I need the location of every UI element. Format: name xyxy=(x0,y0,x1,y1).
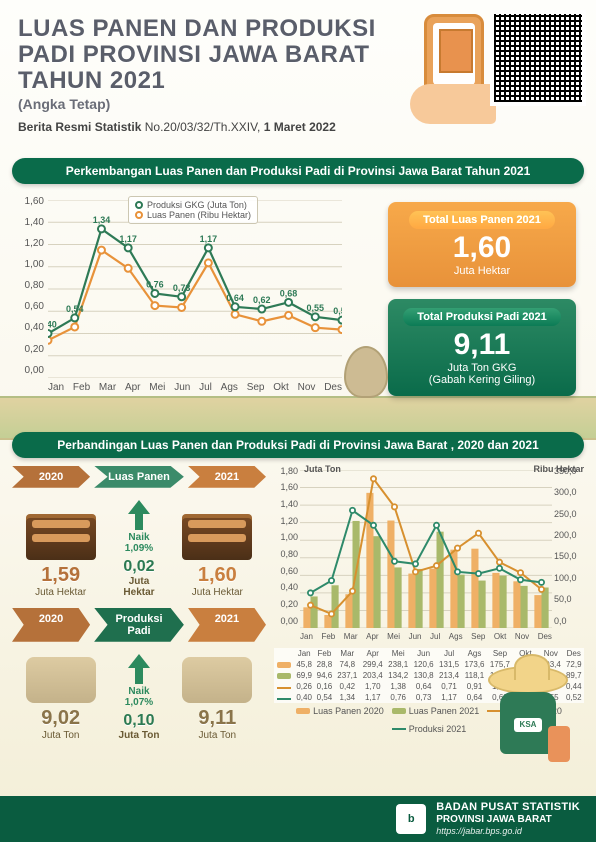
svg-text:0,40: 0,40 xyxy=(48,319,57,329)
wood-pile-icon xyxy=(182,514,252,560)
svg-text:0,54: 0,54 xyxy=(66,304,84,314)
card-total-produksi: Total Produksi Padi 2021 9,11 Juta Ton G… xyxy=(388,299,576,396)
up-arrow-icon: Naik 1,07% 0,10 Juta Ton xyxy=(114,654,164,741)
section2-banner: Perbandingan Luas Panen dan Produksi Pad… xyxy=(12,432,584,458)
wood-pile-icon xyxy=(26,514,96,560)
hand-illustration-icon xyxy=(410,84,496,124)
chart1-legend: Produksi GKG (Juta Ton) Luas Panen (Ribu… xyxy=(128,196,258,224)
chevron-luas-panen: 2020 Luas Panen 2021 xyxy=(12,466,266,488)
svg-text:0,62: 0,62 xyxy=(253,295,271,305)
up-arrow-icon: Naik 1,09% 0,02 Juta Hektar xyxy=(114,500,164,598)
page-title: LUAS PANEN DAN PRODUKSI PADI PROVINSI JA… xyxy=(18,16,418,94)
luas-panen-compare: 1,59 Juta Hektar Naik 1,09% 0,02 Juta He… xyxy=(12,494,266,608)
chart2-left-unit: Juta Ton xyxy=(304,464,341,474)
svg-text:1,17: 1,17 xyxy=(119,234,137,244)
footer-bar: b BADAN PUSAT STATISTIK PROVINSI JAWA BA… xyxy=(0,796,596,842)
qr-code-icon[interactable] xyxy=(494,14,582,102)
rice-bag-icon xyxy=(26,657,96,703)
svg-text:1,17: 1,17 xyxy=(200,234,218,244)
svg-text:0,64: 0,64 xyxy=(226,293,244,303)
rice-bag-icon xyxy=(182,657,252,703)
svg-text:0,68: 0,68 xyxy=(280,288,298,298)
chart-2021-trend: 1,601,401,201,000,800,600,400,200,00 0,4… xyxy=(18,196,378,396)
chart-2020-2021-compare: 1,801,601,401,201,000,800,600,400,200,00… xyxy=(274,466,584,646)
chart2-right-unit: Ribu Hektar xyxy=(533,464,584,474)
produksi-compare: 9,02 Juta Ton Naik 1,07% 0,10 Juta Ton 9… xyxy=(12,648,266,751)
card-total-luas-panen: Total Luas Panen 2021 1,60 Juta Hektar xyxy=(388,202,576,287)
svg-text:0,76: 0,76 xyxy=(146,279,164,289)
rice-sack-icon xyxy=(344,346,388,398)
svg-text:0,73: 0,73 xyxy=(173,283,191,293)
chevron-produksi: 2020 Produksi Padi 2021 xyxy=(12,608,266,642)
svg-text:0,52: 0,52 xyxy=(333,306,342,316)
bps-logo-icon: b xyxy=(396,804,426,834)
section1-banner: Perkembangan Luas Panen dan Produksi Pad… xyxy=(12,158,584,184)
farmer-illustration-icon: KSA xyxy=(478,662,578,782)
svg-text:0,55: 0,55 xyxy=(307,303,325,313)
svg-text:1,34: 1,34 xyxy=(93,215,111,225)
